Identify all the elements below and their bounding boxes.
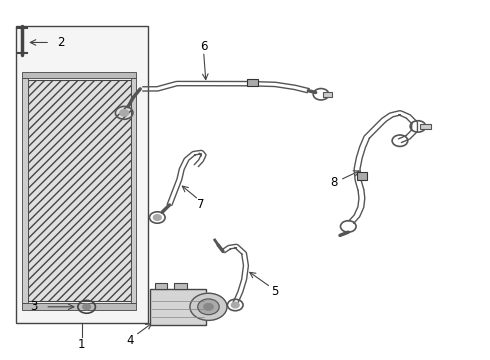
Bar xyxy=(357,172,367,180)
Circle shape xyxy=(231,302,239,308)
Text: 5: 5 xyxy=(271,285,279,298)
Bar xyxy=(23,78,28,303)
Bar xyxy=(130,78,136,303)
Bar xyxy=(247,79,258,86)
Text: 3: 3 xyxy=(30,300,38,313)
Bar xyxy=(155,283,167,289)
Text: 4: 4 xyxy=(127,334,134,347)
Circle shape xyxy=(83,304,91,310)
Circle shape xyxy=(120,110,128,116)
Circle shape xyxy=(198,299,219,315)
Bar xyxy=(16,26,147,323)
Text: 7: 7 xyxy=(197,198,205,211)
Circle shape xyxy=(203,303,213,310)
Circle shape xyxy=(190,293,227,320)
Bar xyxy=(323,92,332,97)
Text: 8: 8 xyxy=(330,176,337,189)
Bar xyxy=(174,283,187,289)
Bar xyxy=(23,72,136,78)
Bar xyxy=(23,303,136,310)
Bar xyxy=(420,123,431,129)
Bar xyxy=(28,80,130,301)
Text: 6: 6 xyxy=(200,40,207,53)
Circle shape xyxy=(153,215,161,220)
Bar xyxy=(150,289,206,325)
Text: 2: 2 xyxy=(57,36,65,49)
Text: 1: 1 xyxy=(78,338,86,351)
